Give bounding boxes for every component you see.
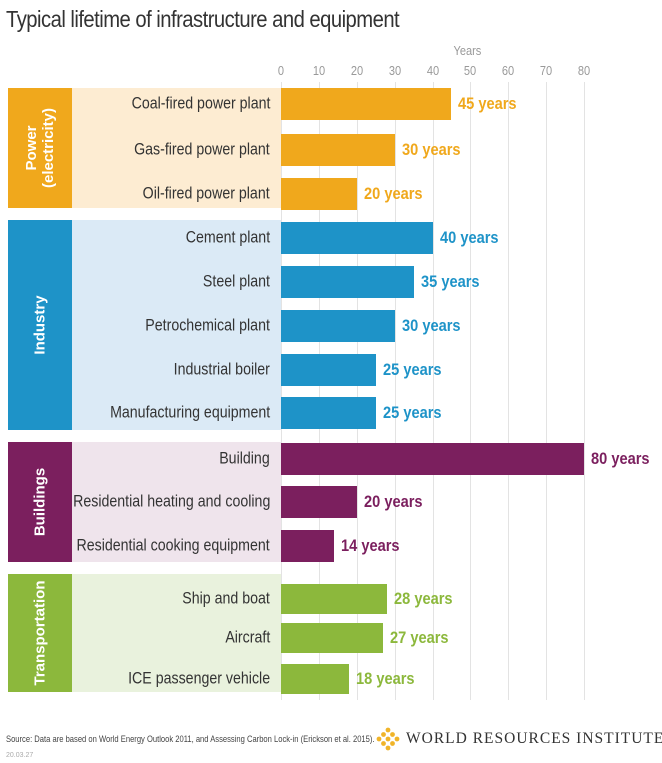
- group-band: [72, 574, 281, 692]
- category-label: Petrochemical plant: [145, 316, 270, 335]
- x-tick-label: 70: [539, 63, 553, 78]
- value-label: 30 years: [401, 140, 461, 159]
- bar: [281, 486, 357, 518]
- value-label: 25 years: [382, 403, 442, 422]
- bar: [281, 530, 335, 562]
- value-label: 80 years: [591, 449, 650, 468]
- group-band: [72, 88, 281, 208]
- group-label: Industry: [8, 220, 72, 430]
- category-label: Industrial boiler: [173, 360, 270, 379]
- bar: [281, 623, 384, 653]
- category-label: Building: [219, 449, 270, 468]
- gridline: [281, 82, 282, 700]
- value-label: 45 years: [458, 94, 517, 113]
- value-label: 40 years: [439, 228, 499, 247]
- category-label: Manufacturing equipment: [109, 403, 270, 422]
- bar: [281, 664, 350, 694]
- gridline: [356, 82, 358, 700]
- group-band: [72, 220, 281, 430]
- value-label: 27 years: [390, 628, 449, 647]
- bar: [281, 178, 357, 210]
- bar: [281, 222, 433, 254]
- gridline: [432, 82, 434, 700]
- value-label: 28 years: [394, 589, 453, 608]
- value-label: 14 years: [341, 536, 400, 555]
- bar: [281, 266, 414, 298]
- gridline: [470, 82, 472, 700]
- gridline: [508, 82, 510, 700]
- x-axis-label: Years: [453, 43, 482, 58]
- category-label: Ship and boat: [182, 589, 270, 608]
- category-label: Steel plant: [202, 272, 270, 291]
- value-label: 20 years: [363, 184, 423, 203]
- x-tick-label: 20: [350, 63, 363, 78]
- bar: [281, 584, 388, 614]
- gridline: [546, 82, 548, 700]
- wri-logo-text: WORLD RESOURCES INSTITUTE: [406, 730, 662, 747]
- x-tick-label: 60: [502, 63, 515, 78]
- wri-logo-icon: [376, 727, 400, 751]
- group-band: [72, 442, 281, 562]
- group-label: Transportation: [8, 574, 72, 692]
- group-label-text: Power (electricity): [23, 107, 57, 189]
- category-label: Residential cooking equipment: [76, 536, 270, 555]
- value-label: 20 years: [363, 492, 423, 511]
- bar: [281, 310, 395, 342]
- gridline: [584, 82, 585, 700]
- x-tick-label: 0: [277, 63, 285, 78]
- group-label: Buildings: [8, 442, 72, 562]
- x-tick-label: 50: [464, 63, 477, 78]
- value-label: 18 years: [356, 669, 415, 688]
- gridline: [394, 82, 396, 700]
- x-tick-label: 80: [577, 63, 591, 78]
- category-label: Coal-fired power plant: [131, 94, 270, 113]
- bar: [281, 397, 376, 429]
- group-label: Power (electricity): [8, 88, 72, 208]
- category-label: Residential heating and cooling: [72, 492, 270, 511]
- bar: [281, 354, 376, 386]
- chart-title: Typical lifetime of infrastructure and e…: [6, 6, 400, 32]
- category-label: Oil-fired power plant: [143, 184, 270, 203]
- gridline: [318, 82, 320, 700]
- bar: [281, 443, 584, 475]
- group-label-text: Industry: [31, 295, 49, 355]
- value-label: 30 years: [401, 316, 461, 335]
- category-label: Gas-fired power plant: [134, 140, 270, 159]
- category-label: Cement plant: [185, 228, 270, 247]
- x-tick-label: 30: [388, 63, 401, 78]
- group-label-text: Transportation: [31, 580, 49, 686]
- wri-logo: WORLD RESOURCES INSTITUTE: [376, 727, 662, 751]
- group-label-text: Buildings: [31, 467, 49, 537]
- source-note: Source: Data are based on World Energy O…: [6, 734, 375, 745]
- value-label: 35 years: [420, 272, 480, 291]
- date-stamp: 20.03.27: [6, 752, 34, 759]
- x-tick-label: 40: [426, 63, 439, 78]
- category-label: Aircraft: [225, 628, 270, 647]
- bar: [281, 88, 452, 120]
- value-label: 25 years: [382, 360, 442, 379]
- x-tick-label: 10: [312, 63, 326, 78]
- category-label: ICE passenger vehicle: [128, 669, 270, 688]
- bar: [281, 134, 395, 166]
